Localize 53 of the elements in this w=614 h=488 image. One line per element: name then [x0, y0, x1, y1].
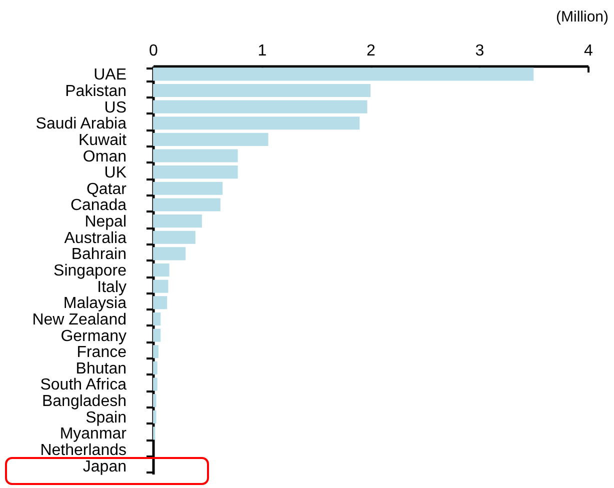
- y-tick-label: UK: [104, 164, 127, 182]
- bar: [153, 328, 161, 342]
- bar: [153, 68, 534, 81]
- y-tick-label: Pakistan: [65, 82, 126, 100]
- y-tick-label: Canada: [70, 197, 127, 214]
- y-tick-label: New Zealand: [32, 311, 126, 328]
- y-tick-label: Singapore: [54, 262, 127, 280]
- bar: [153, 263, 170, 277]
- bar: [153, 198, 220, 212]
- bar: [153, 296, 168, 310]
- bar: [153, 214, 202, 228]
- bar: [153, 410, 156, 424]
- bar: [153, 345, 158, 358]
- bar: [153, 84, 370, 98]
- y-tick-label: Bahrain: [71, 246, 126, 264]
- x-tick-label: 3: [475, 42, 484, 60]
- bar: [153, 230, 196, 244]
- y-tick-label: Italy: [97, 278, 126, 296]
- y-tick-label: UAE: [94, 66, 126, 84]
- y-tick-label: Qatar: [86, 180, 128, 198]
- x-axis-title: (Million): [556, 8, 609, 26]
- bar: [153, 312, 161, 326]
- bar: [153, 378, 158, 391]
- y-tick-label: Netherlands: [40, 442, 126, 460]
- y-tick-label: Bhutan: [76, 360, 126, 378]
- bar: [153, 280, 168, 293]
- y-tick-label: Bangladesh: [42, 393, 126, 410]
- bar: [153, 149, 238, 162]
- y-tick-label: Kuwait: [78, 132, 128, 149]
- x-tick-label: 2: [366, 42, 376, 60]
- y-tick-label: Nepal: [84, 214, 126, 231]
- y-tick-label: US: [104, 99, 126, 116]
- bar: [153, 116, 360, 130]
- y-tick-label: Oman: [82, 148, 126, 166]
- bar: [153, 166, 238, 179]
- bar: [153, 247, 186, 260]
- y-tick-label: Malaysia: [63, 295, 127, 312]
- bar: [153, 361, 158, 374]
- bar: [153, 182, 223, 195]
- x-tick-label: 0: [149, 42, 158, 60]
- y-tick-label: Japan: [82, 458, 126, 476]
- y-tick-label: Germany: [60, 328, 126, 345]
- y-tick-label: Australia: [64, 230, 127, 247]
- bar: [153, 394, 156, 408]
- y-tick-label: Saudi Arabia: [36, 116, 127, 133]
- y-tick-label: Myanmar: [60, 426, 128, 443]
- y-tick-label: France: [76, 344, 127, 362]
- bar: [153, 100, 368, 114]
- x-tick-label: 1: [258, 42, 267, 60]
- bar: [153, 132, 268, 146]
- x-tick-label: 4: [584, 42, 594, 60]
- y-tick-label: South Africa: [40, 376, 127, 394]
- y-tick-label: Spain: [86, 409, 126, 426]
